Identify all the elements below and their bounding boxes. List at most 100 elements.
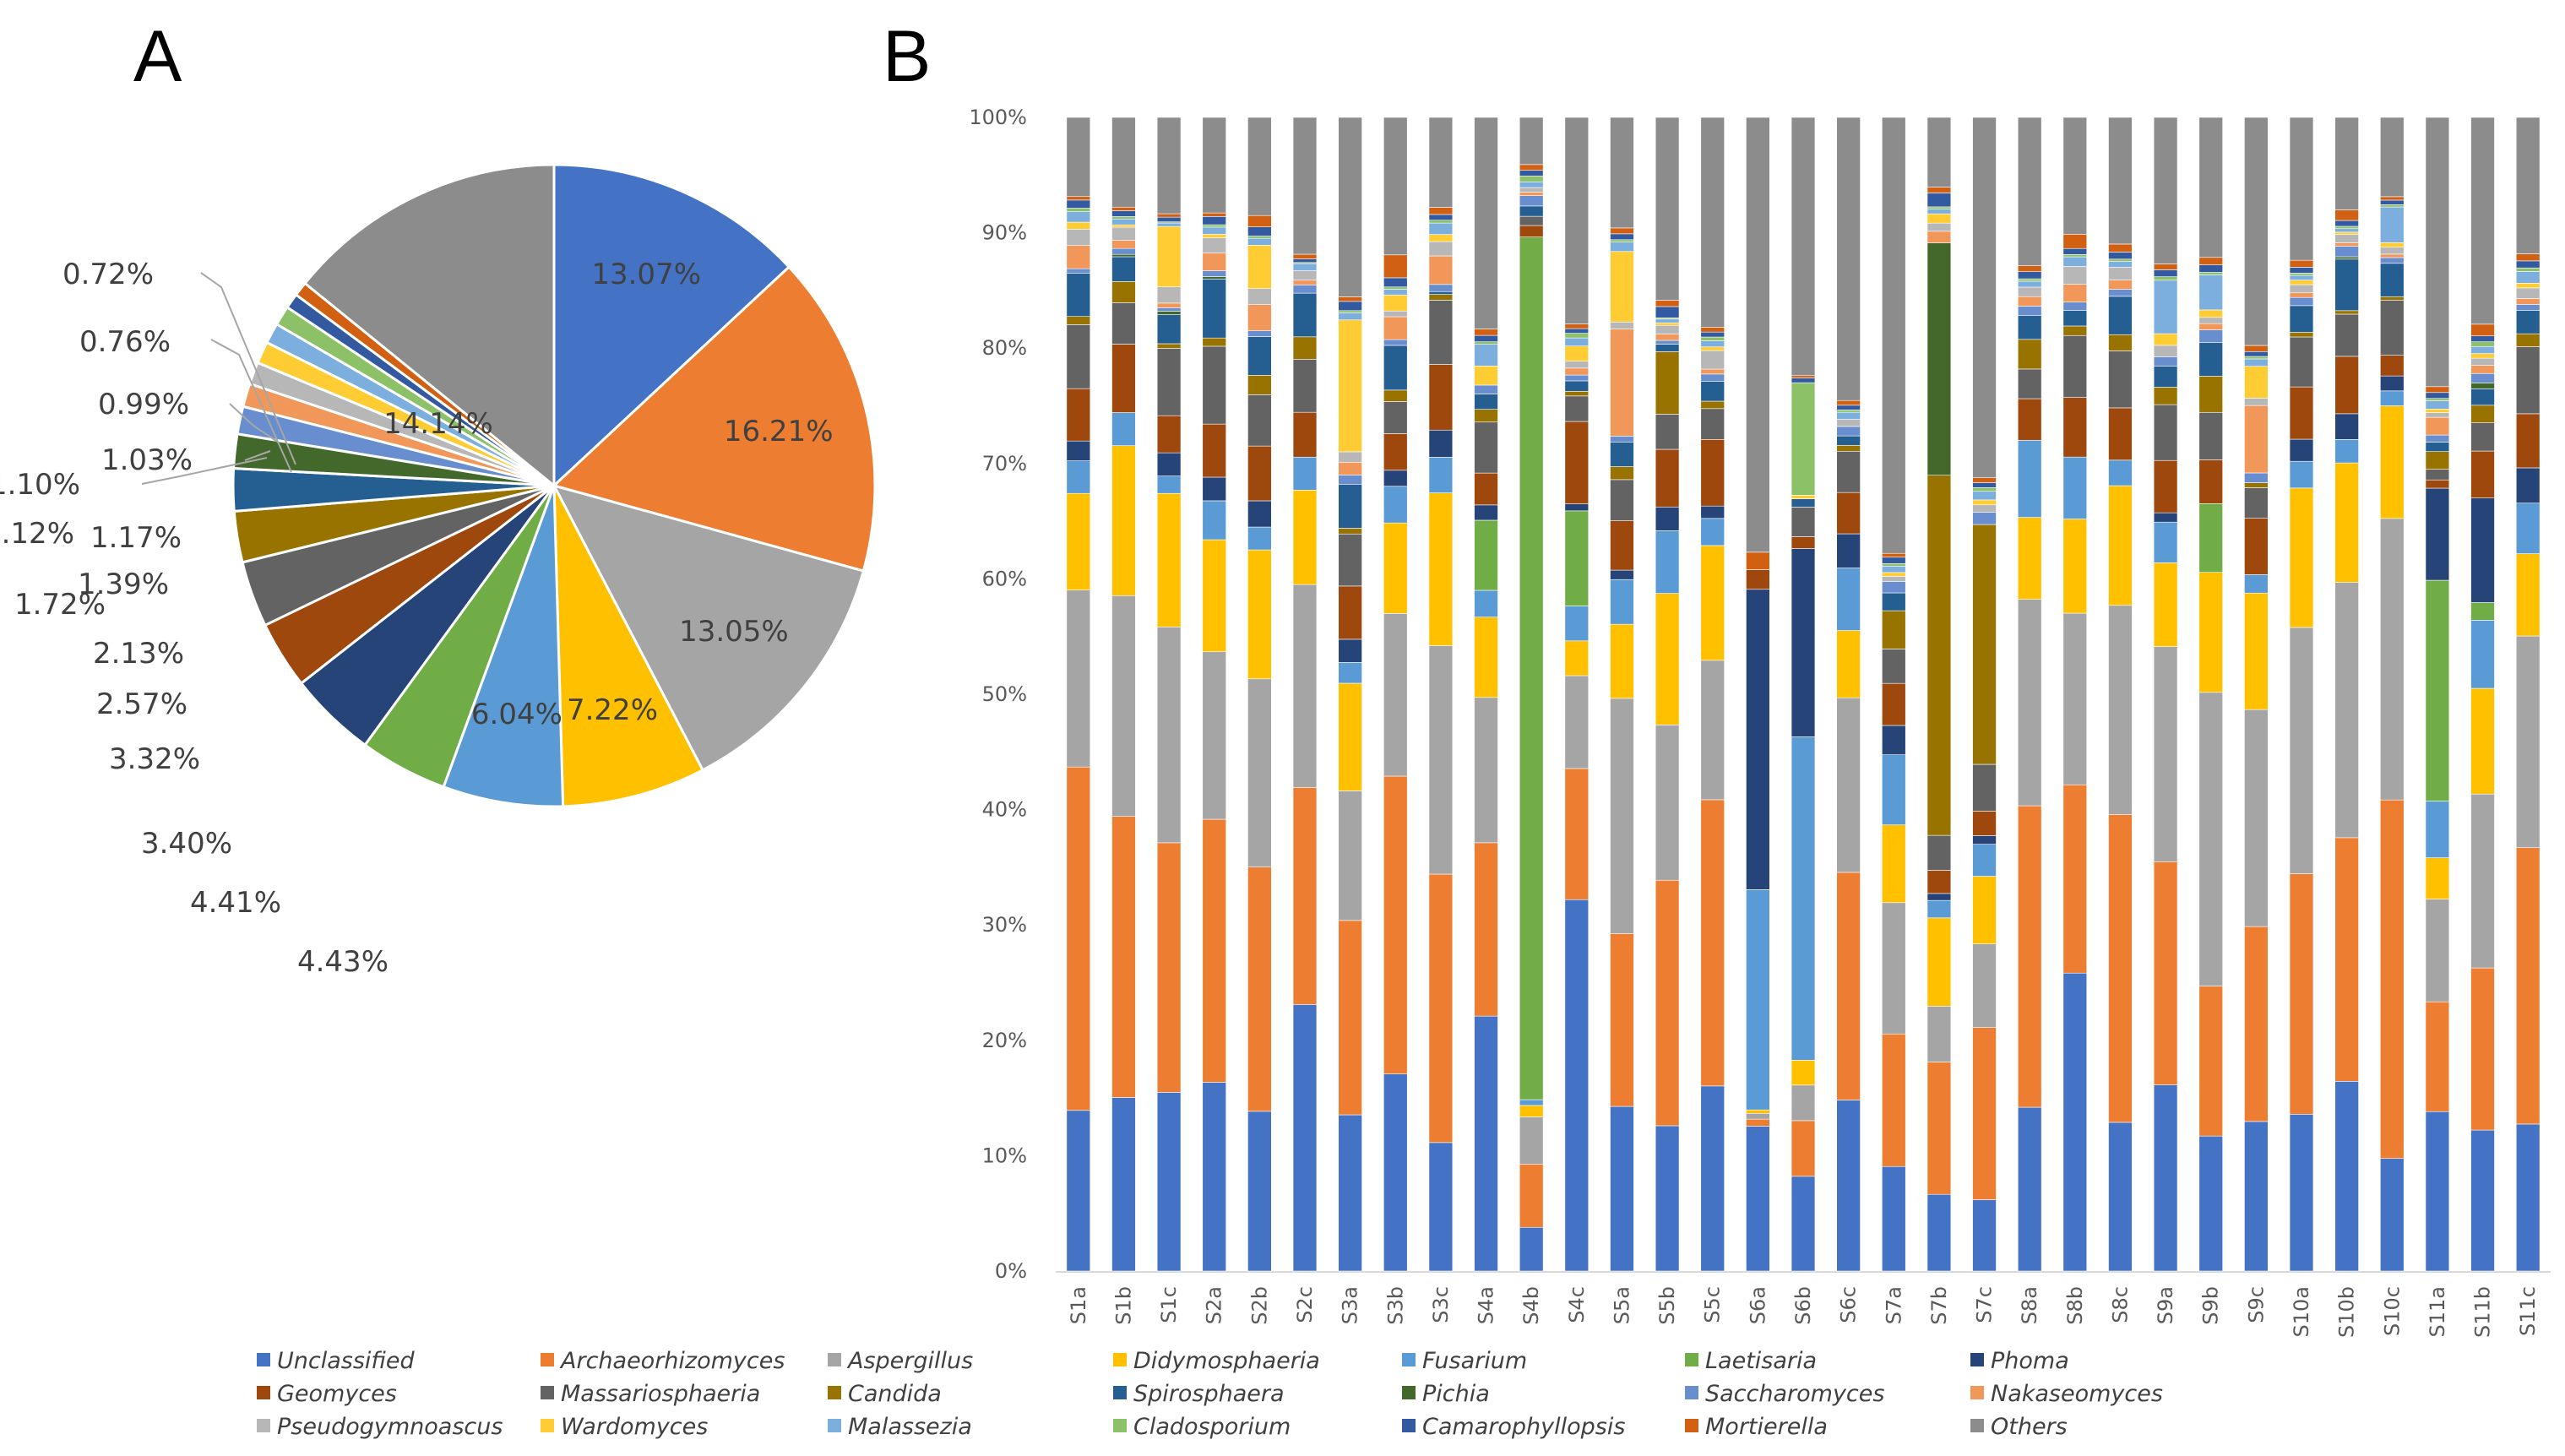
bar-segment-s7b-camarophyllopsis	[1926, 193, 1952, 208]
bar-segment-s7c-aspergillus	[1972, 943, 1997, 1028]
bar-segment-s10b-wardomyces	[2334, 231, 2359, 235]
x-tick-label-s7b: S7b	[1927, 1286, 1951, 1325]
bar-segment-s6a-aspergillus	[1746, 1112, 1770, 1120]
bar-segment-s6c-others	[1836, 117, 1861, 401]
x-tick-label-s4b: S4b	[1519, 1286, 1543, 1325]
bar-segment-s1b-pichia	[1111, 253, 1136, 258]
bar-segment-s5a-others	[1610, 117, 1634, 229]
bar-segment-s3c-unclassified	[1428, 1142, 1454, 1272]
leader-line-malassezia	[244, 450, 271, 461]
y-tick-label: 0%	[995, 1259, 1027, 1283]
bar-segment-s8a-archaeorhizomyces	[2017, 805, 2042, 1108]
bar-segment-s6b-spirosphaera	[1791, 498, 1816, 508]
bar-segment-s9c-wardomyces	[2244, 366, 2269, 399]
bar-segment-s8c-nakaseomyces	[2108, 280, 2133, 290]
bar-segment-s6c-saccharomyces	[1836, 426, 1861, 437]
bar-segment-s9b-laetisaria	[2198, 503, 2223, 573]
pie-label-laetisaria: 4.43%	[297, 945, 389, 979]
x-tick-label-s9c: S9c	[2244, 1286, 2268, 1323]
bar-segment-s1a-fusarium	[1066, 460, 1091, 494]
bar-segment-s11a-nakaseomyces	[2425, 416, 2450, 436]
bar-segment-s9b-candida	[2198, 376, 2223, 413]
bar-segment-s1a-nakaseomyces	[1066, 245, 1091, 269]
bar-segment-s11c-massariosphaeria	[2515, 346, 2541, 415]
bar-segment-s9c-unclassified	[2244, 1121, 2269, 1272]
y-tick-label: 20%	[982, 1029, 1027, 1052]
bar-segment-s2b-aspergillus	[1247, 678, 1272, 868]
bar-segment-s5b-saccharomyces	[1655, 340, 1680, 345]
pie-label-cladosporium: 0.99%	[98, 388, 189, 421]
pie-label-nakaseomyces: 1.17%	[90, 521, 182, 555]
bar-segment-s5c-malassezia	[1700, 340, 1725, 348]
bar-segment-s6c-spirosphaera	[1836, 435, 1861, 446]
bar-segment-s8c-didymosphaeria	[2108, 485, 2133, 606]
bar-segment-s7a-wardomyces	[1882, 572, 1906, 577]
bar-segment-s2c-fusarium	[1292, 456, 1318, 491]
legend-label-spirosphaera: Spirosphaera	[1133, 1381, 1285, 1407]
bar-segment-s5c-didymosphaeria	[1700, 545, 1725, 661]
y-tick-label: 50%	[982, 682, 1027, 706]
bar-segment-s3b-aspergillus	[1383, 613, 1408, 777]
bar-segment-s1c-mortierella	[1156, 213, 1182, 218]
bar-segment-s11c-unclassified	[2515, 1123, 2541, 1272]
bar-segment-s11c-pseudogymnoascus	[2515, 287, 2541, 299]
bar-segment-s2c-archaeorhizomyces	[1292, 787, 1318, 1005]
bar-segment-s11b-archaeorhizomyces	[2470, 967, 2495, 1131]
bar-segment-s9a-cladosporium	[2153, 276, 2178, 281]
legend-label-wardomyces: Wardomyces	[561, 1414, 708, 1440]
bar-segment-s4b-malassezia	[1519, 181, 1544, 188]
bar-segment-s10c-others	[2380, 117, 2405, 198]
bar-segment-s8c-mortierella	[2108, 243, 2133, 253]
bar-segment-s2b-nakaseomyces	[1247, 304, 1272, 331]
bar-segment-s11a-mortierella	[2425, 386, 2450, 394]
bar-segment-s5a-candida	[1610, 466, 1634, 481]
bar-segment-s10b-others	[2334, 117, 2359, 210]
leader-line-cladosporium	[229, 403, 280, 443]
bar-segment-s9c-fusarium	[2244, 574, 2269, 594]
legend-swatch-saccharomyces	[1685, 1386, 1698, 1399]
bar-segment-s9a-candida	[2153, 387, 2178, 405]
x-tick-label-s11c: S11c	[2516, 1286, 2540, 1336]
bar-segment-s6a-didymosphaeria	[1746, 1109, 1770, 1114]
x-tick-label-s10a: S10a	[2290, 1286, 2313, 1337]
bar-segment-s4b-laetisaria	[1519, 236, 1544, 1100]
y-tick-label: 10%	[982, 1144, 1027, 1167]
bar-segment-s4a-aspergillus	[1474, 697, 1498, 844]
y-tick-label: 60%	[982, 567, 1027, 590]
bar-segment-s3a-others	[1338, 117, 1362, 297]
bar-segment-s3c-archaeorhizomyces	[1428, 873, 1454, 1144]
bar-segment-s6b-cladosporium	[1791, 382, 1816, 496]
bar-segment-s3b-spirosphaera	[1383, 345, 1408, 391]
bar-segment-s2b-camarophyllopsis	[1247, 226, 1272, 236]
bar-segment-s4c-phoma	[1564, 503, 1590, 512]
bar-segment-s7b-mortierella	[1926, 187, 1952, 193]
bar-segment-s1c-pichia	[1156, 311, 1182, 315]
bar-segment-s7a-aspergillus	[1882, 902, 1906, 1035]
bar-segment-s7c-phoma	[1972, 835, 1997, 845]
bar-segment-s5a-phoma	[1610, 569, 1634, 580]
bar-segment-s1a-others	[1066, 117, 1091, 198]
bar-segment-s4a-phoma	[1474, 504, 1498, 521]
bar-segment-s10a-aspergillus	[2289, 627, 2314, 874]
bar-segment-s6c-massariosphaeria	[1836, 450, 1861, 493]
bar-segment-s4b-massariosphaeria	[1519, 215, 1544, 226]
bar-segment-s10b-pseudogymnoascus	[2334, 234, 2359, 243]
bar-segment-s5b-nakaseomyces	[1655, 334, 1680, 341]
bar-segment-s5c-massariosphaeria	[1700, 408, 1725, 440]
bar-segment-s2c-aspergillus	[1292, 584, 1318, 788]
bar-segment-s10a-spirosphaera	[2289, 305, 2314, 333]
bar-segment-s7b-aspergillus	[1926, 1006, 1952, 1062]
bar-segment-s4a-cladosporium	[1474, 341, 1498, 345]
y-tick-label: 90%	[982, 221, 1027, 245]
bar-segment-s2a-massariosphaeria	[1202, 345, 1226, 425]
bar-segment-s2a-pseudogymnoascus	[1202, 237, 1226, 253]
bar-segment-s11a-candida	[2425, 451, 2450, 470]
bar-segment-s8a-massariosphaeria	[2017, 368, 2042, 399]
bar-segment-s10b-camarophyllopsis	[2334, 220, 2359, 227]
legend-swatch-cladosporium	[1113, 1419, 1127, 1432]
bar-segment-s5a-mortierella	[1610, 227, 1634, 235]
bar-segment-s11a-malassezia	[2425, 400, 2450, 410]
bar-segment-s4b-fusarium	[1519, 1099, 1544, 1106]
bar-segment-s8b-mortierella	[2062, 233, 2088, 249]
bar-segment-s11a-massariosphaeria	[2425, 469, 2450, 481]
